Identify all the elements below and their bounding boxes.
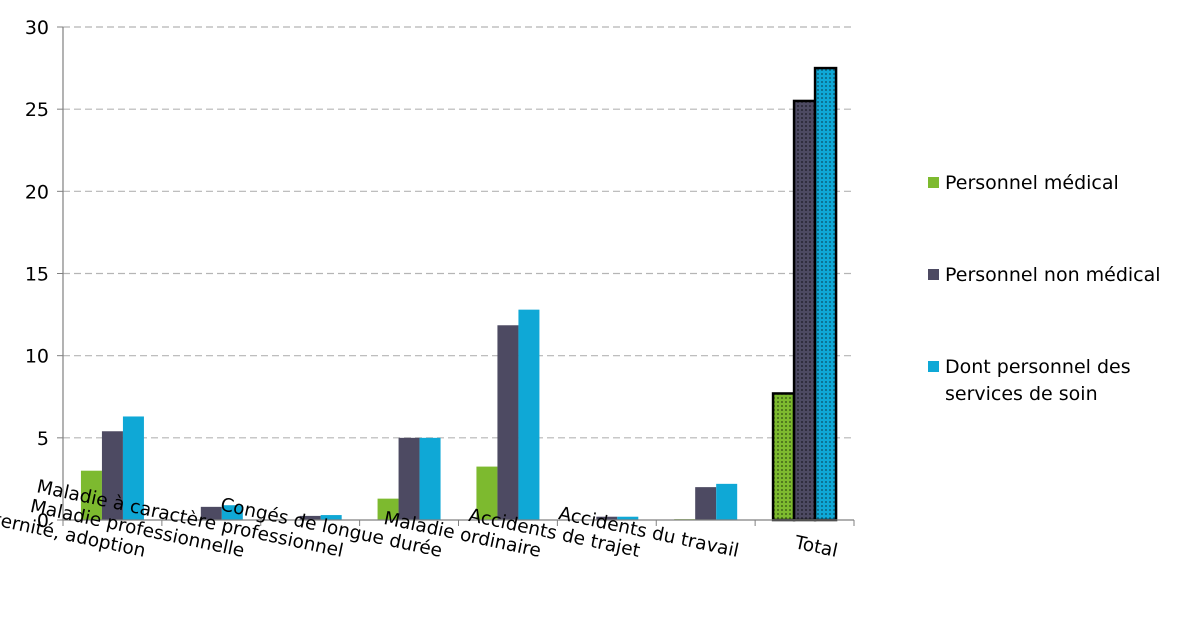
- legend-label: Personnel non médical: [945, 264, 1161, 286]
- y-tick-label: 25: [25, 99, 49, 121]
- legend-label: Personnel médical: [945, 172, 1119, 194]
- y-tick-label: 10: [25, 346, 49, 368]
- bar-personnel-non-medical: [299, 515, 321, 520]
- y-tick-label: 5: [37, 428, 49, 450]
- bar-services-de-soin: [122, 416, 144, 520]
- bar-personnel-non-medical: [200, 506, 222, 520]
- y-tick-label: 20: [25, 181, 49, 203]
- y-axis-ticks: 0 5 10 15 20 25 30: [25, 17, 63, 532]
- bar-personnel-medical: [771, 392, 796, 522]
- legend-item-services-de-soin: Dont personnel des services de soin: [928, 354, 1148, 408]
- bar-services-de-soin: [518, 309, 540, 520]
- legend-label: Dont personnel des services de soin: [945, 356, 1131, 405]
- bar-services-de-soin: [419, 437, 441, 520]
- bar-personnel-non-medical: [792, 99, 817, 522]
- bar-services-de-soin: [813, 66, 838, 522]
- legend-swatch: [928, 269, 939, 280]
- bars: [80, 66, 838, 522]
- legend-swatch: [928, 177, 939, 188]
- bar-personnel-medical: [476, 466, 498, 520]
- legend-swatch: [928, 361, 939, 372]
- axes: [62, 27, 855, 526]
- bar-services-de-soin: [716, 483, 738, 520]
- bar-services-de-soin: [617, 516, 639, 520]
- gridlines: [63, 26, 854, 439]
- bar-personnel-medical: [80, 470, 102, 520]
- bar-personnel-medical: [377, 498, 399, 520]
- y-tick-label: 15: [25, 264, 49, 286]
- bar-personnel-non-medical: [596, 516, 618, 520]
- x-category-label: Total: [792, 532, 840, 562]
- legend-item-personnel-medical: Personnel médical: [928, 170, 1119, 197]
- bar-services-de-soin: [320, 515, 342, 520]
- y-tick-label: 30: [25, 17, 49, 39]
- legend-item-personnel-non-medical: Personnel non médical: [928, 262, 1161, 289]
- bar-personnel-non-medical: [497, 325, 519, 520]
- bar-personnel-non-medical: [101, 431, 123, 520]
- bar-personnel-non-medical: [695, 487, 717, 520]
- y-tick-label: 0: [37, 510, 49, 532]
- bar-personnel-non-medical: [398, 437, 420, 520]
- bar-services-de-soin: [221, 505, 243, 520]
